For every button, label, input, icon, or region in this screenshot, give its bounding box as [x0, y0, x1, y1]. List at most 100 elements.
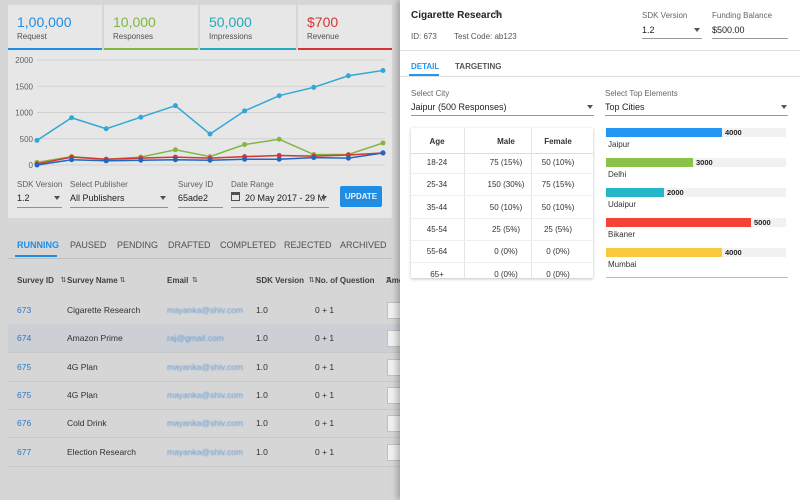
age-cell: 50 (10%) [541, 202, 575, 212]
filter-value[interactable]: 20 May 2017 - 29 M [245, 193, 326, 203]
series-point [276, 93, 282, 99]
series-point [138, 157, 144, 163]
table-row[interactable] [8, 353, 400, 382]
age-cell: 0 (0%) [494, 247, 518, 257]
table-cell: mayanka@shiv.com [167, 305, 244, 315]
dropdown-arrow [160, 196, 166, 200]
sort-icon: ⇅ [119, 277, 126, 284]
filter-underline [178, 207, 223, 208]
series-point [103, 126, 109, 132]
update-button[interactable]: UPDATE [340, 186, 382, 207]
row-divider [411, 173, 593, 174]
filter-underline [17, 207, 62, 208]
tab[interactable]: REJECTED [284, 240, 332, 250]
select-value[interactable]: Jaipur (500 Responses) [411, 102, 507, 112]
series-point [69, 157, 75, 163]
row-divider [411, 262, 593, 264]
select-underline [605, 115, 788, 116]
series-point [276, 136, 282, 142]
stat-label: Impressions [209, 32, 253, 41]
series-point [311, 84, 317, 90]
edit-icon[interactable]: ✎ [494, 9, 503, 20]
tab[interactable]: PENDING [117, 240, 159, 250]
table-row[interactable] [8, 381, 400, 410]
tab[interactable]: COMPLETED [220, 240, 277, 250]
table-row[interactable] [8, 438, 400, 467]
dropdown-arrow [54, 196, 60, 200]
bar-track [606, 188, 786, 197]
table-row[interactable] [8, 409, 400, 439]
tab[interactable]: ARCHIVED [340, 240, 387, 250]
age-cell: 50 (10%) [489, 202, 523, 212]
column-header: SDK Version [256, 276, 305, 285]
table-cell: 674 [17, 333, 32, 344]
series-point [34, 162, 40, 168]
select-value[interactable]: Top Cities [605, 102, 645, 112]
stat-value: 10,000 [113, 14, 156, 30]
table-cell: 0 + 1 [315, 305, 335, 315]
table-cell: mayanka@shiv.com [167, 446, 244, 457]
age-cell: 75 (15%) [489, 158, 523, 167]
table-row[interactable] [8, 324, 400, 354]
detail-title: Cigarette Research [411, 10, 503, 21]
row-divider [411, 217, 593, 219]
detail-tab[interactable]: DETAIL [411, 62, 440, 71]
table-cell: mayanka@shiv.com [167, 389, 244, 400]
series-point [69, 115, 75, 121]
series-point [207, 131, 213, 137]
stat-label: Responses [113, 32, 154, 41]
table-cell: 0 + 1 [315, 389, 335, 400]
stat-label: Request [17, 32, 47, 41]
series-point [380, 150, 386, 156]
table-cell: Amazon Prime [67, 333, 123, 344]
age-cell: 0 (0%) [494, 269, 518, 279]
age-cell: 150 (30%) [487, 180, 525, 190]
chart-baseline [606, 277, 788, 278]
row-divider [411, 239, 593, 241]
column-header: Email [167, 276, 189, 285]
filter-value[interactable]: All Publishers [70, 193, 125, 203]
series-point [276, 153, 282, 159]
table-cell: 1.0 [256, 418, 268, 429]
bar-value: 3000 [696, 158, 713, 167]
age-cell: 65+ [430, 269, 444, 279]
filter-underline [231, 207, 329, 208]
filter-value[interactable]: 1.2 [17, 193, 30, 203]
table-cell: 0 + 1 [315, 446, 335, 457]
table-cell: raj@gmail.com [167, 333, 224, 344]
dropdown-arrow [587, 105, 593, 109]
filter-label: SDK Version [17, 180, 63, 189]
tab[interactable]: RUNNING [17, 240, 59, 250]
calendar-icon [231, 192, 240, 201]
tab-indicator [409, 74, 439, 76]
tab[interactable]: DRAFTED [168, 240, 211, 250]
age-cell: 0 (0%) [546, 269, 570, 279]
series-point [172, 147, 178, 153]
column-header: Survey ID [17, 276, 54, 285]
sort-icon: ⇅ [60, 277, 67, 284]
sort-icon: ⇅ [192, 277, 198, 284]
table-cell: Election Research [67, 446, 136, 457]
table-cell: 1.0 [256, 361, 268, 372]
bar [606, 128, 722, 137]
column-divider [531, 128, 532, 278]
select-label: Select City [411, 89, 450, 98]
table-cell: 1.0 [256, 333, 268, 344]
bar-track [606, 158, 786, 167]
filter-value[interactable]: 65ade2 [178, 193, 209, 203]
detail-id: ID: 673 [411, 32, 437, 41]
age-header: Male [497, 137, 515, 146]
detail-tab[interactable]: TARGETING [455, 62, 502, 71]
column-divider [464, 128, 465, 278]
bar-value: 4000 [725, 248, 742, 257]
divider [411, 153, 593, 154]
column-header: No. of Question [315, 276, 375, 285]
field-value[interactable]: 1.2 [642, 25, 655, 35]
tab[interactable]: PAUSED [70, 240, 107, 250]
column-header: Survey Name [67, 276, 118, 285]
series-point [345, 73, 351, 79]
line-chart: 0 500 1000 1500 2000 [15, 56, 386, 170]
select-label: Select Top Elements [605, 89, 678, 98]
table-cell: 0 + 1 [315, 418, 335, 429]
